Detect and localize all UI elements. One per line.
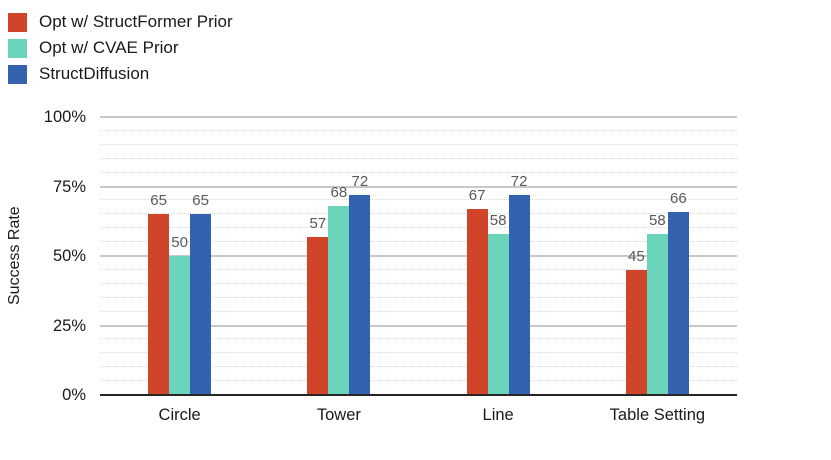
minor-gridline-65 [100,213,737,215]
y-tick-label-0: 0% [62,386,86,404]
bar-table-setting-opt-w-structformer-prior [625,269,647,395]
x-tick-label-line: Line [482,406,514,424]
y-tick-label-100: 100% [43,108,86,126]
value-label-tower-structdiffusion: 72 [351,172,369,190]
y-tick-label-25: 25% [52,316,86,335]
value-label-table-setting-opt-w-structformer-prior: 45 [628,247,645,265]
x-tick-label-table-setting: Table Setting [609,406,706,424]
minor-gridline-80 [100,171,737,173]
minor-gridline-30 [100,310,737,312]
minor-gridline-15 [100,352,737,354]
minor-gridline-45 [100,268,737,270]
minor-gridline-40 [100,282,737,284]
legend-swatch-opt-w-structformer-prior [8,12,27,32]
y-tick-label-75: 75% [52,177,86,196]
minor-gridline-5 [100,380,737,382]
minor-gridline-20 [100,338,737,340]
legend-swatch-structdiffusion [8,64,27,84]
value-label-line-structdiffusion: 72 [510,172,528,190]
legend: Opt w/ StructFormer Prior Opt w/ CVAE Pri… [8,9,233,87]
minor-gridline-95 [100,129,737,131]
legend-item-opt-w-cvae-prior: Opt w/ CVAE Prior [8,35,233,61]
minor-gridline-10 [100,366,737,368]
legend-item-structdiffusion: StructDiffusion [8,61,233,87]
minor-gridline-60 [100,227,737,229]
bar-circle-opt-w-structformer-prior [148,214,170,395]
bar-table-setting-structdiffusion [667,211,689,395]
plot-area: 65 50 65 57 68 72 67 58 72 45 58 66 [100,116,737,396]
major-gridline-75 [100,185,737,188]
bar-circle-opt-w-cvae-prior [169,256,191,395]
bar-table-setting-opt-w-cvae-prior [646,233,668,395]
legend-label-structdiffusion: StructDiffusion [39,64,150,83]
value-label-tower-opt-w-structformer-prior: 57 [309,214,327,232]
legend-label-opt-w-cvae-prior: Opt w/ CVAE Prior [39,38,179,57]
legend-swatch-opt-w-cvae-prior [8,38,27,58]
minor-gridline-55 [100,241,737,243]
bar-line-opt-w-structformer-prior [466,208,488,395]
legend-item-opt-w-structformer-prior: Opt w/ StructFormer Prior [8,9,233,35]
value-label-tower-opt-w-cvae-prior: 68 [330,183,348,201]
major-gridline-50 [100,255,737,257]
value-label-circle-structdiffusion: 65 [192,192,209,210]
bar-line-opt-w-cvae-prior [487,233,509,395]
value-label-table-setting-opt-w-cvae-prior: 58 [649,211,666,229]
bar-tower-structdiffusion [349,194,371,395]
value-label-circle-opt-w-cvae-prior: 50 [171,234,188,251]
value-label-line-opt-w-cvae-prior: 58 [489,211,507,229]
bar-tower-opt-w-cvae-prior [328,205,350,395]
legend-label-opt-w-structformer-prior: Opt w/ StructFormer Prior [39,12,233,31]
bar-line-structdiffusion [508,194,530,395]
x-axis-line [100,394,737,396]
major-gridline-100 [100,116,737,118]
y-axis-title: Success Rate [6,206,23,306]
bar-circle-structdiffusion [190,214,212,395]
minor-gridline-70 [100,199,737,201]
minor-gridline-85 [100,157,737,159]
bar-tower-opt-w-structformer-prior [307,236,329,395]
value-label-line-opt-w-structformer-prior: 67 [468,186,486,204]
value-label-circle-opt-w-structformer-prior: 65 [150,192,167,210]
x-tick-label-circle: Circle [158,406,201,424]
y-tick-label-50: 50% [52,247,86,265]
x-tick-label-tower: Tower [316,406,361,424]
minor-gridline-35 [100,296,737,298]
minor-gridline-90 [100,143,737,145]
major-gridline-25 [100,324,737,327]
value-label-table-setting-structdiffusion: 66 [670,189,687,207]
